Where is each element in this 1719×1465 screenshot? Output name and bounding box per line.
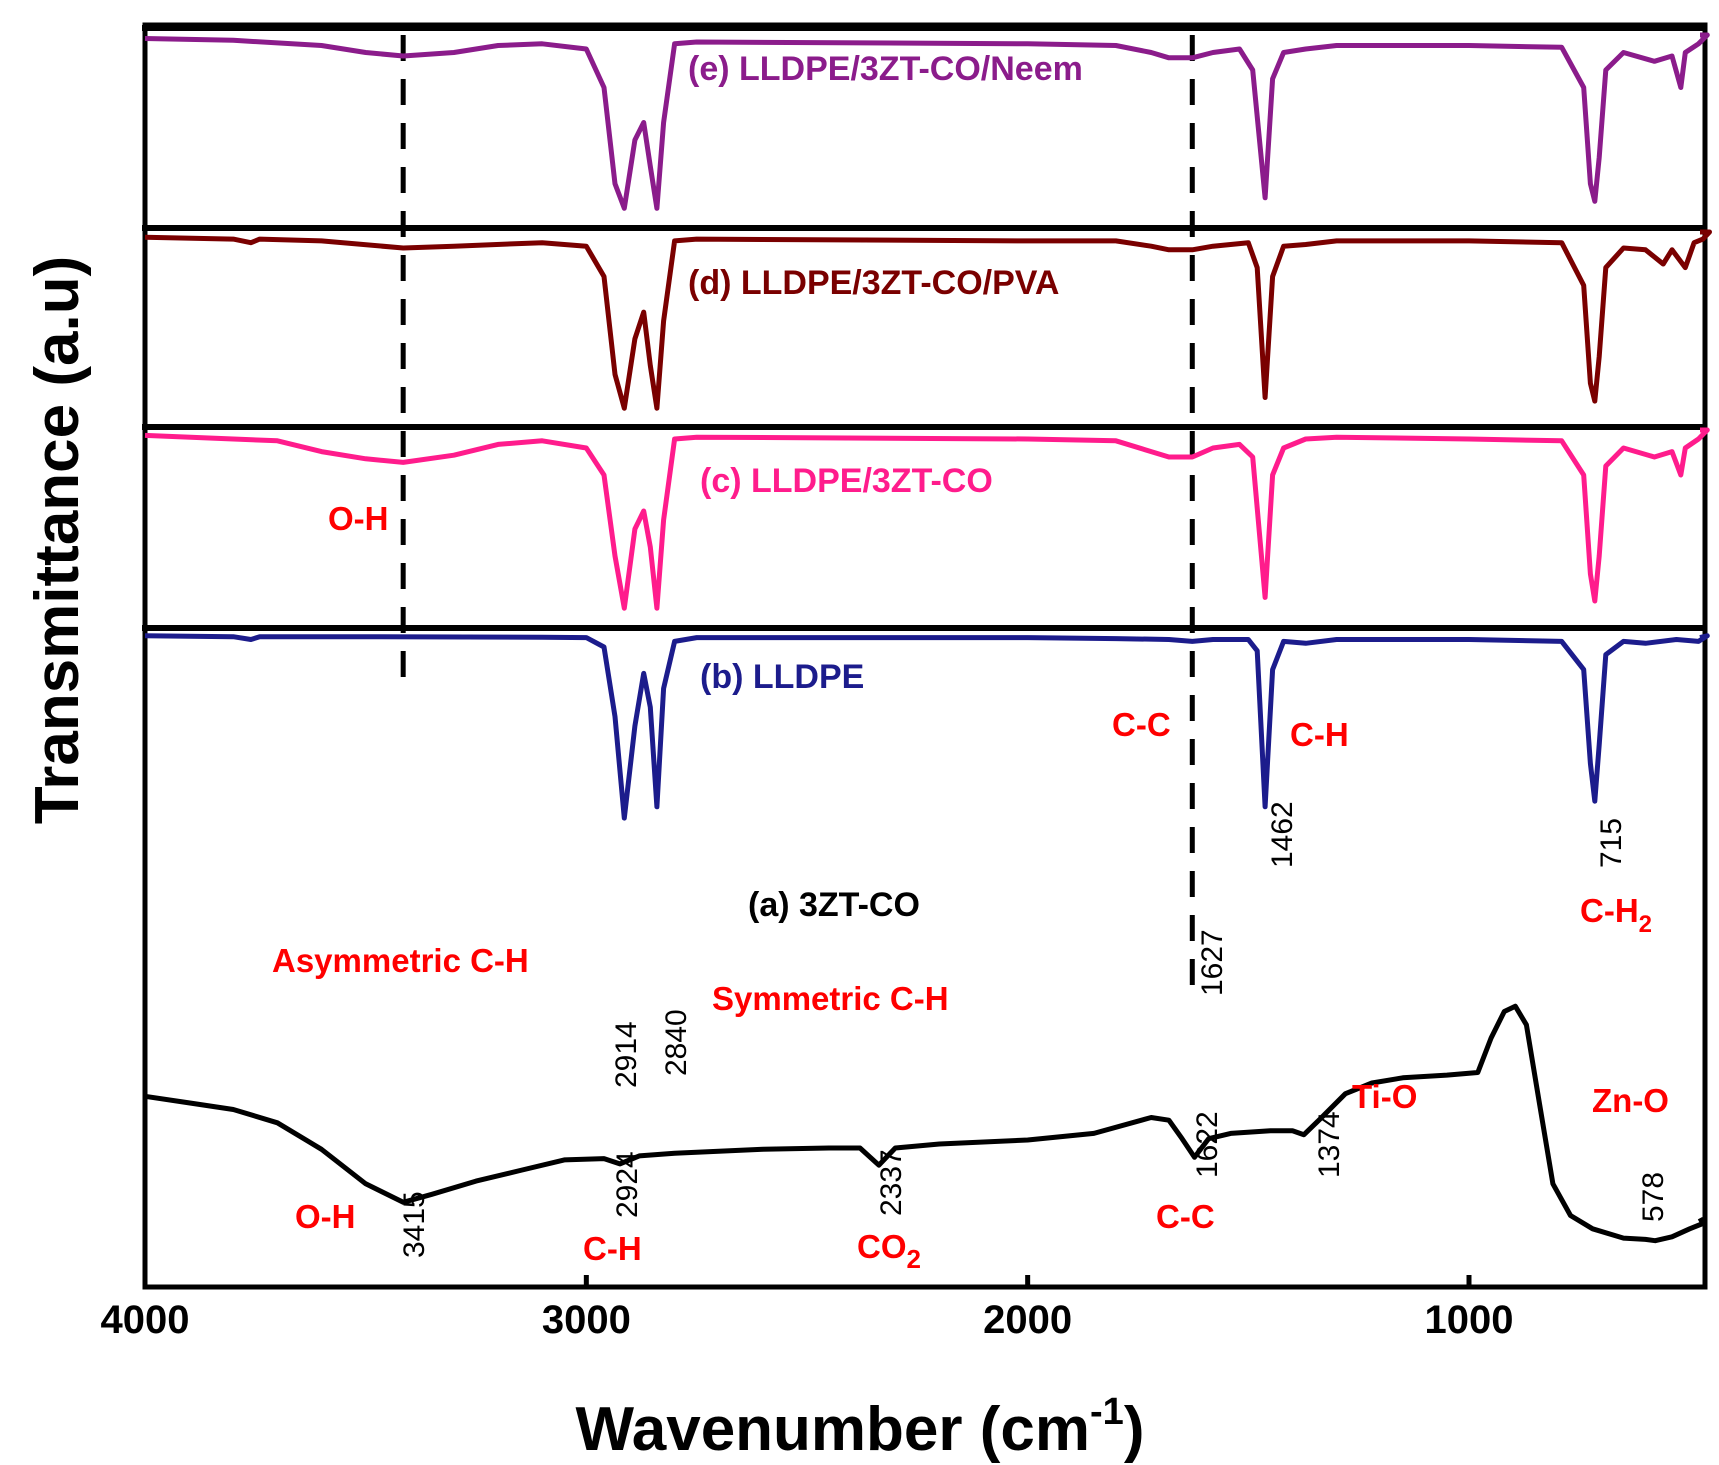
band-label-co2-sub: 2 (907, 1244, 921, 1274)
peak-label-2337: 2337 (875, 1149, 908, 1216)
series-line-3 (144, 229, 1712, 411)
peak-label-2914: 2914 (610, 1021, 643, 1088)
series-lines (144, 32, 1712, 1244)
band-label-ch-upper: C-H (1290, 716, 1349, 753)
band-label-ch-lower: C-H (583, 1230, 642, 1267)
band-label-ch2: C-H2 (1580, 892, 1652, 938)
band-label-cc-lower: C-C (1156, 1198, 1215, 1235)
band-label-co2: CO2 (857, 1228, 921, 1274)
peak-label-1627: 1627 (1196, 929, 1229, 996)
legend-label-b: (b) LLDPE (700, 658, 864, 696)
band-label-cc-upper: C-C (1112, 706, 1171, 743)
series-line-1 (144, 633, 1710, 821)
band-label-zno: Zn-O (1592, 1082, 1669, 1119)
x-axis-ticks: 4000 3000 2000 1000 (101, 1275, 1514, 1342)
band-label-ch2-sub: 2 (1639, 911, 1652, 938)
legend-label-c: (c) LLDPE/3ZT-CO (700, 462, 993, 500)
band-label-tio: Ti-O (1352, 1078, 1417, 1115)
reference-lines (400, 35, 1195, 1000)
series-line-4 (144, 32, 1710, 211)
band-label-asym-ch: Asymmetric C-H (272, 942, 529, 979)
peak-label-2924: 2924 (611, 1151, 644, 1218)
series-line-0 (144, 1003, 1706, 1244)
band-label-oh-lower: O-H (295, 1198, 356, 1235)
peak-label-715: 715 (1595, 818, 1628, 868)
peak-label-1622: 1622 (1191, 1111, 1224, 1178)
band-label-ch2-main: C-H (1580, 892, 1639, 929)
x-tick-label: 1000 (1425, 1298, 1514, 1342)
x-tick-label: 2000 (983, 1298, 1072, 1342)
peak-label-1374: 1374 (1313, 1111, 1346, 1178)
x-axis-title-end: ) (1124, 1395, 1145, 1464)
band-label-sym-ch: Symmetric C-H (712, 980, 949, 1017)
peak-label-1462: 1462 (1266, 801, 1299, 868)
legend-label-e: (e) LLDPE/3ZT-CO/Neem (688, 50, 1083, 88)
y-axis-title: Transmittance (a.u) (23, 256, 92, 824)
peak-label-578: 578 (1637, 1172, 1670, 1222)
peak-label-3415: 3415 (398, 1191, 431, 1258)
band-label-oh-upper: O-H (328, 500, 389, 537)
x-axis-title-sup: -1 (1090, 1391, 1124, 1433)
legend-label-d: (d) LLDPE/3ZT-CO/PVA (688, 264, 1059, 302)
plot-frame (142, 22, 1708, 1290)
x-tick-label: 4000 (101, 1298, 190, 1342)
panel-frames (142, 22, 1708, 1290)
x-axis-title-main: Wavenumber (cm (576, 1395, 1091, 1464)
band-label-co2-main: CO (857, 1228, 907, 1265)
series-line-2 (144, 427, 1710, 611)
x-tick-label: 3000 (542, 1298, 631, 1342)
x-axis-title: Wavenumber (cm-1) (576, 1391, 1145, 1464)
peak-label-2840: 2840 (660, 1009, 693, 1076)
legend-label-a: (a) 3ZT-CO (748, 886, 920, 924)
